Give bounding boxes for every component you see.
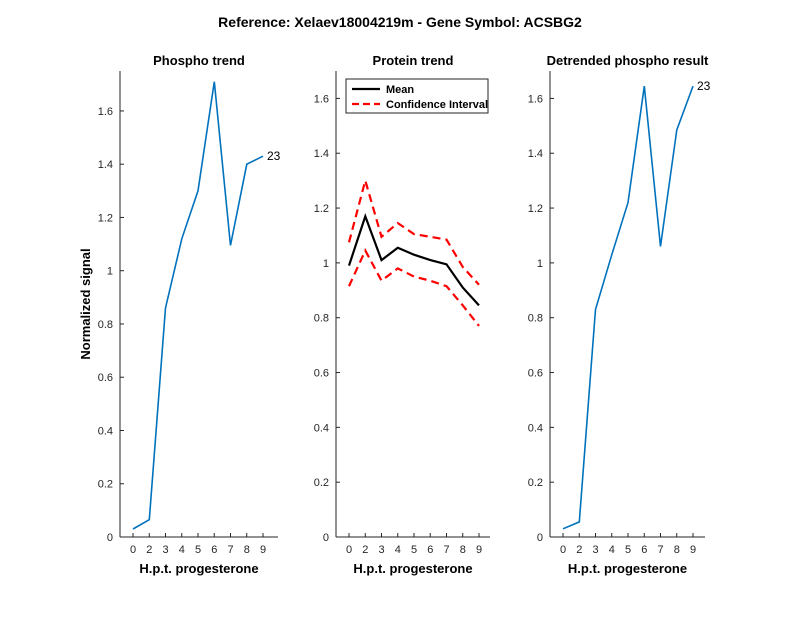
y-tick-label: 0 (107, 532, 113, 544)
y-tick-label: 0.6 (528, 368, 543, 380)
x-tick-label: 5 (625, 544, 631, 556)
mean-line (347, 212, 480, 307)
x-tick-label: 8 (460, 544, 466, 556)
y-tick-label: 1.2 (314, 203, 329, 215)
subplot-title: Phospho trend (153, 53, 245, 68)
y-tick-label: 0.2 (528, 477, 543, 489)
y-tick-label: 0.4 (528, 422, 543, 434)
y-axis-label: Normalized signal (78, 248, 93, 359)
y-tick-label: 0.2 (314, 477, 329, 489)
y-tick-label: 1.6 (314, 93, 329, 105)
x-tick-label: 0 (346, 544, 352, 556)
x-tick-label: 4 (395, 544, 401, 556)
x-tick-label: 7 (443, 544, 449, 556)
y-tick-label: 0.2 (98, 479, 113, 491)
x-tick-label: 2 (576, 544, 582, 556)
x-tick-label: 9 (690, 544, 696, 556)
x-tick-label: 0 (130, 544, 136, 556)
x-tick-label: 7 (657, 544, 663, 556)
x-axis-label: H.p.t. progesterone (353, 561, 472, 576)
x-tick-label: 2 (146, 544, 152, 556)
x-tick-label: 6 (427, 544, 433, 556)
x-tick-label: 9 (260, 544, 266, 556)
y-tick-label: 0 (537, 532, 543, 544)
x-tick-label: 5 (411, 544, 417, 556)
ci-upper-line (347, 176, 480, 286)
x-tick-label: 5 (195, 544, 201, 556)
x-tick-label: 4 (609, 544, 615, 556)
x-tick-label: 6 (641, 544, 647, 556)
y-tick-label: 0.6 (314, 368, 329, 380)
y-tick-label: 1.4 (528, 148, 543, 160)
subplot-1: 00.20.40.60.811.21.41.60 2 3 4 5 6 7 8 9Phospho … (78, 53, 281, 576)
figure-title: Reference: Xelaev18004219m - Gene Symbol… (218, 14, 582, 30)
legend: Mean Confidence Interval (345, 78, 489, 114)
y-tick-label: 0.4 (98, 425, 113, 437)
y-tick-label: 1 (323, 258, 329, 270)
subplot-2: 00.20.40.60.811.21.41.60 2 3 4 5 6 7 8 9Protein … (314, 53, 490, 576)
y-tick-label: 1.6 (98, 106, 113, 118)
x-tick-label: 4 (179, 544, 185, 556)
subplot-title: Detrended phospho result (547, 53, 709, 68)
x-tick-label: 3 (378, 544, 384, 556)
x-tick-label: 9 (476, 544, 482, 556)
x-tick-label: 2 (362, 544, 368, 556)
legend-entry: Confidence Interval (386, 99, 488, 111)
x-tick-label: 8 (674, 544, 680, 556)
y-tick-label: 1 (537, 258, 543, 270)
x-tick-label: 7 (227, 544, 233, 556)
x-tick-label: 0 (560, 544, 566, 556)
y-tick-label: 1.2 (98, 212, 113, 224)
y-tick-label: 0.6 (98, 372, 113, 384)
x-axis-label: H.p.t. progesterone (568, 561, 687, 576)
y-tick-label: 0 (323, 532, 329, 544)
y-tick-label: 0.8 (314, 313, 329, 325)
x-axis-label: H.p.t. progesterone (139, 561, 258, 576)
subplot-3: 00.20.40.60.811.21.41.60 2 3 4 5 6 7 8 9Detrende… (528, 53, 711, 576)
legend-box (345, 78, 489, 114)
y-tick-label: 1 (107, 266, 113, 278)
legend-entry: Mean (386, 84, 414, 96)
x-tick-label: 3 (162, 544, 168, 556)
y-tick-label: 0.8 (98, 319, 113, 331)
y-tick-label: 1.4 (314, 148, 329, 160)
x-tick-label: 6 (211, 544, 217, 556)
y-tick-label: 1.4 (98, 159, 113, 171)
y-tick-label: 1.2 (528, 203, 543, 215)
y-tick-label: 0.8 (528, 313, 543, 325)
phospho-line (132, 81, 264, 530)
y-tick-label: 1.6 (528, 93, 543, 105)
y-tick-label: 0.4 (314, 422, 329, 434)
end-label: 23 (267, 149, 281, 163)
x-tick-label: 8 (244, 544, 250, 556)
end-label: 23 (697, 79, 711, 93)
subplot-title: Protein trend (373, 53, 454, 68)
ci-lower-line (347, 248, 480, 327)
x-tick-label: 3 (592, 544, 598, 556)
phospho-line (562, 85, 694, 530)
